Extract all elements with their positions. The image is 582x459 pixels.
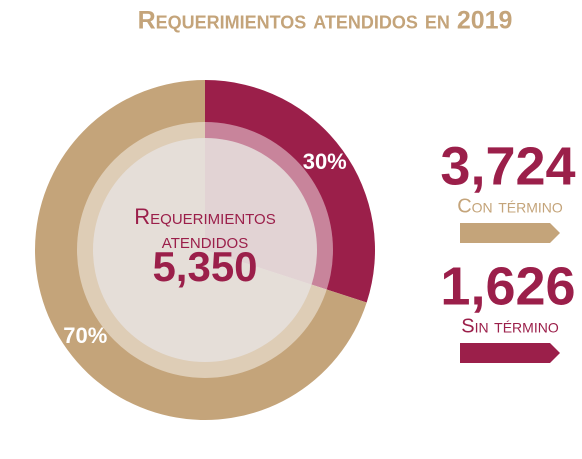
segment-label: 30% [303, 149, 347, 174]
stat-number: 3,724 [440, 136, 575, 196]
stat-number: 1,626 [440, 256, 575, 316]
stat-label: Sin término [461, 315, 559, 337]
stat-bar [460, 223, 560, 243]
center-label: Requerimientos [134, 204, 275, 229]
segment-label: 70% [63, 323, 107, 348]
chart-title: Requerimientos atendidos en 2019 [138, 7, 513, 35]
stat-bar [460, 343, 560, 363]
center-label: atendidos [162, 228, 248, 253]
stat-label: Con término [457, 195, 563, 217]
center-total: 5,350 [152, 243, 257, 290]
center-disc [93, 138, 317, 362]
